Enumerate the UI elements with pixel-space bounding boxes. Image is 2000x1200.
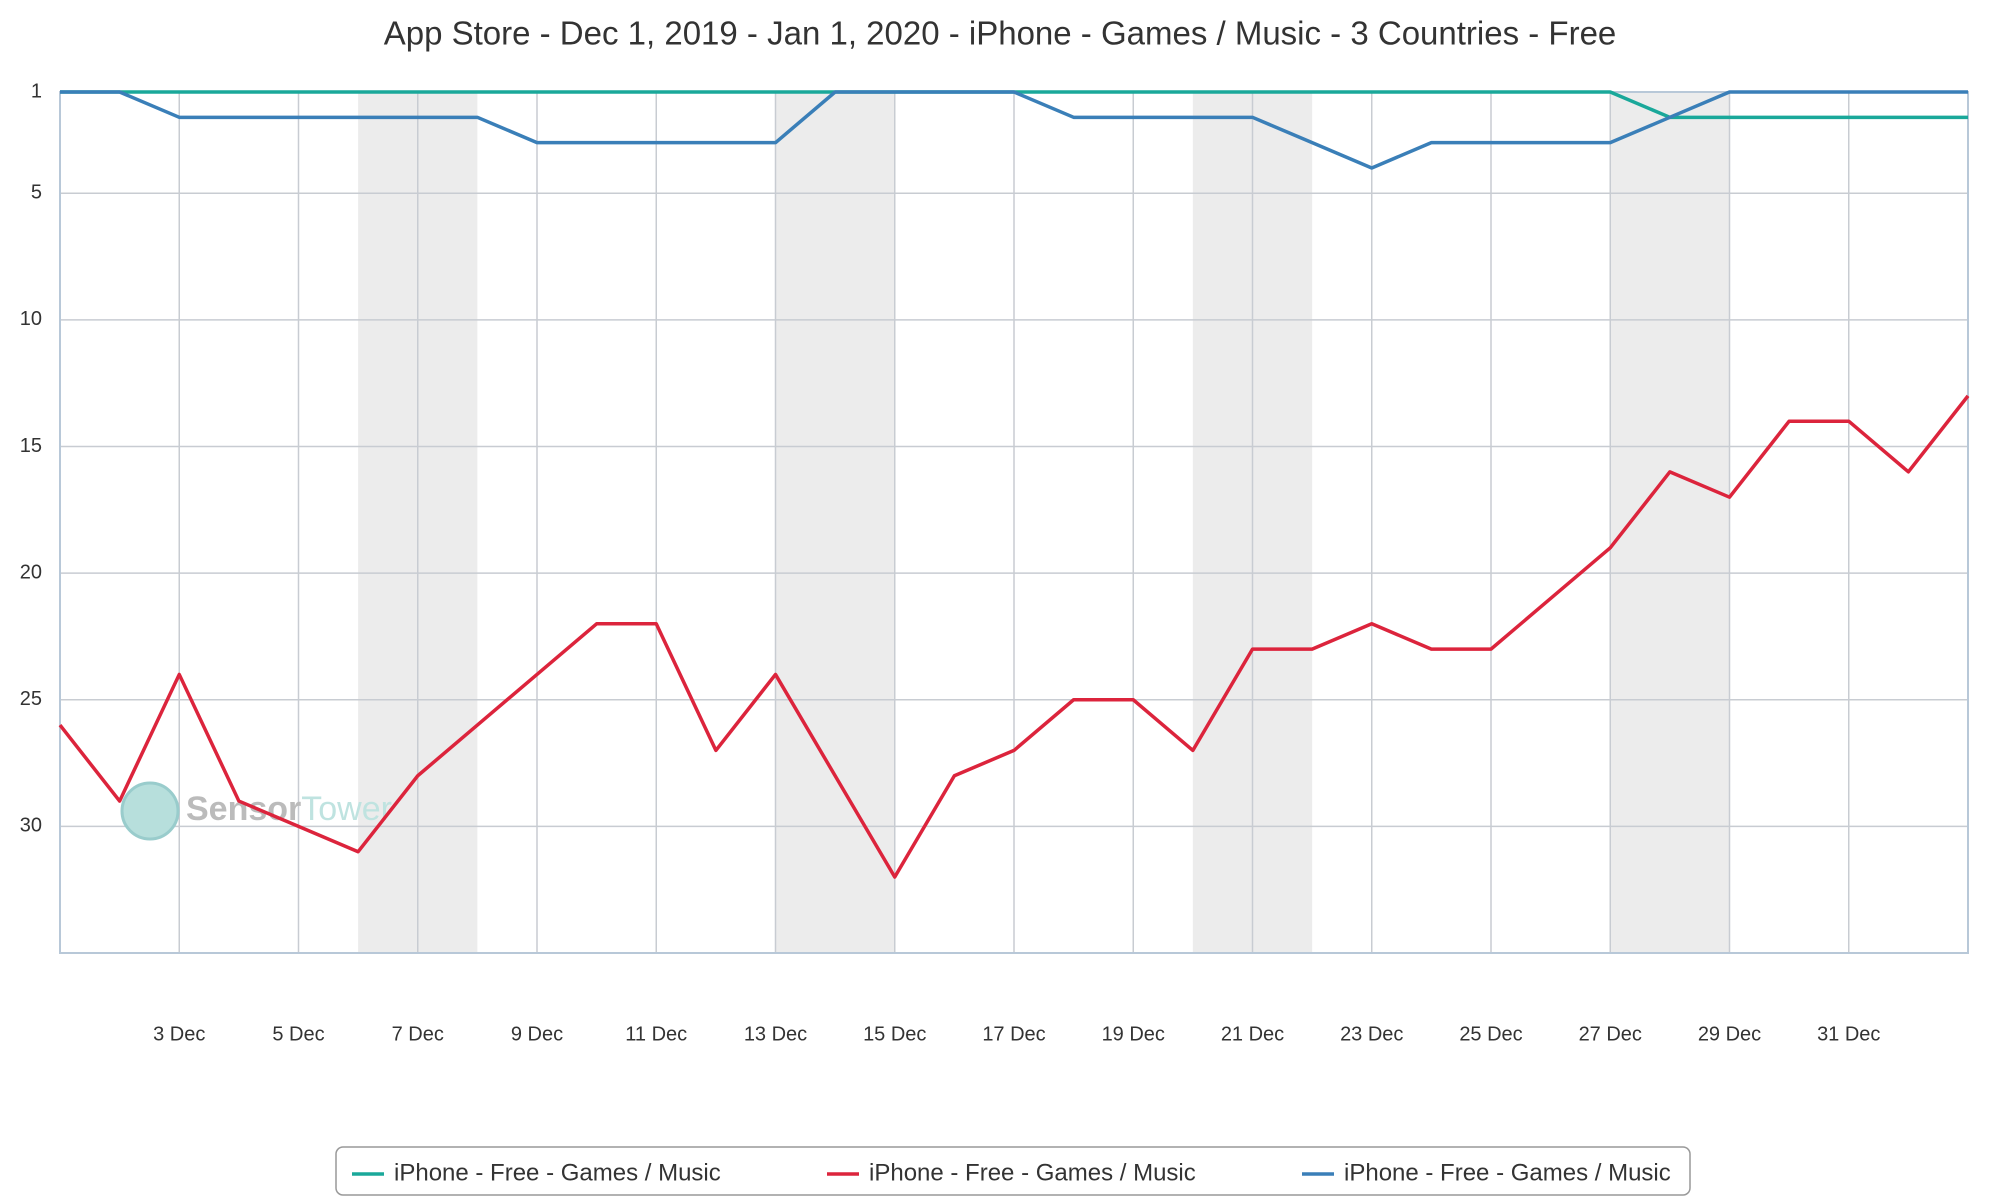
x-tick-label: 21 Dec xyxy=(1221,1023,1284,1045)
x-tick-label: 23 Dec xyxy=(1340,1023,1403,1045)
watermark-text: Sensor xyxy=(186,790,301,828)
legend-label: iPhone - Free - Games / Music xyxy=(869,1159,1196,1186)
watermark: SensorTower xyxy=(186,790,392,828)
x-tick-label: 7 Dec xyxy=(392,1023,444,1045)
x-tick-label: 3 Dec xyxy=(153,1023,205,1045)
legend-label: iPhone - Free - Games / Music xyxy=(394,1159,721,1186)
weekend-band xyxy=(775,92,895,953)
chart-title: App Store - Dec 1, 2019 - Jan 1, 2020 - … xyxy=(384,15,1617,52)
y-tick-label: 30 xyxy=(20,815,42,837)
y-tick-label: 20 xyxy=(20,561,42,583)
x-tick-label: 11 Dec xyxy=(625,1023,687,1045)
legend-box xyxy=(335,1146,1691,1196)
y-tick-label: 5 xyxy=(31,182,42,204)
x-tick-label: 31 Dec xyxy=(1817,1023,1880,1045)
x-tick-label: 13 Dec xyxy=(744,1023,807,1045)
x-tick-label: 27 Dec xyxy=(1579,1023,1642,1045)
x-tick-label: 17 Dec xyxy=(982,1023,1045,1045)
x-tick-label: 5 Dec xyxy=(272,1023,324,1045)
y-tick-label: 15 xyxy=(20,435,42,457)
x-tick-label: 15 Dec xyxy=(863,1023,926,1045)
x-tick-label: 9 Dec xyxy=(511,1023,563,1045)
y-tick-label: 10 xyxy=(20,308,42,330)
x-tick-label: 19 Dec xyxy=(1102,1023,1165,1045)
legend-label: iPhone - Free - Games / Music xyxy=(1344,1159,1671,1186)
watermark-text: Tower xyxy=(301,790,392,828)
watermark-logo xyxy=(120,781,180,841)
x-tick-label: 25 Dec xyxy=(1459,1023,1522,1045)
series-line xyxy=(58,394,1970,879)
x-tick-label: 29 Dec xyxy=(1698,1023,1761,1045)
y-tick-label: 25 xyxy=(20,688,42,710)
y-tick-label: 1 xyxy=(31,80,42,102)
series-line xyxy=(60,90,1968,170)
